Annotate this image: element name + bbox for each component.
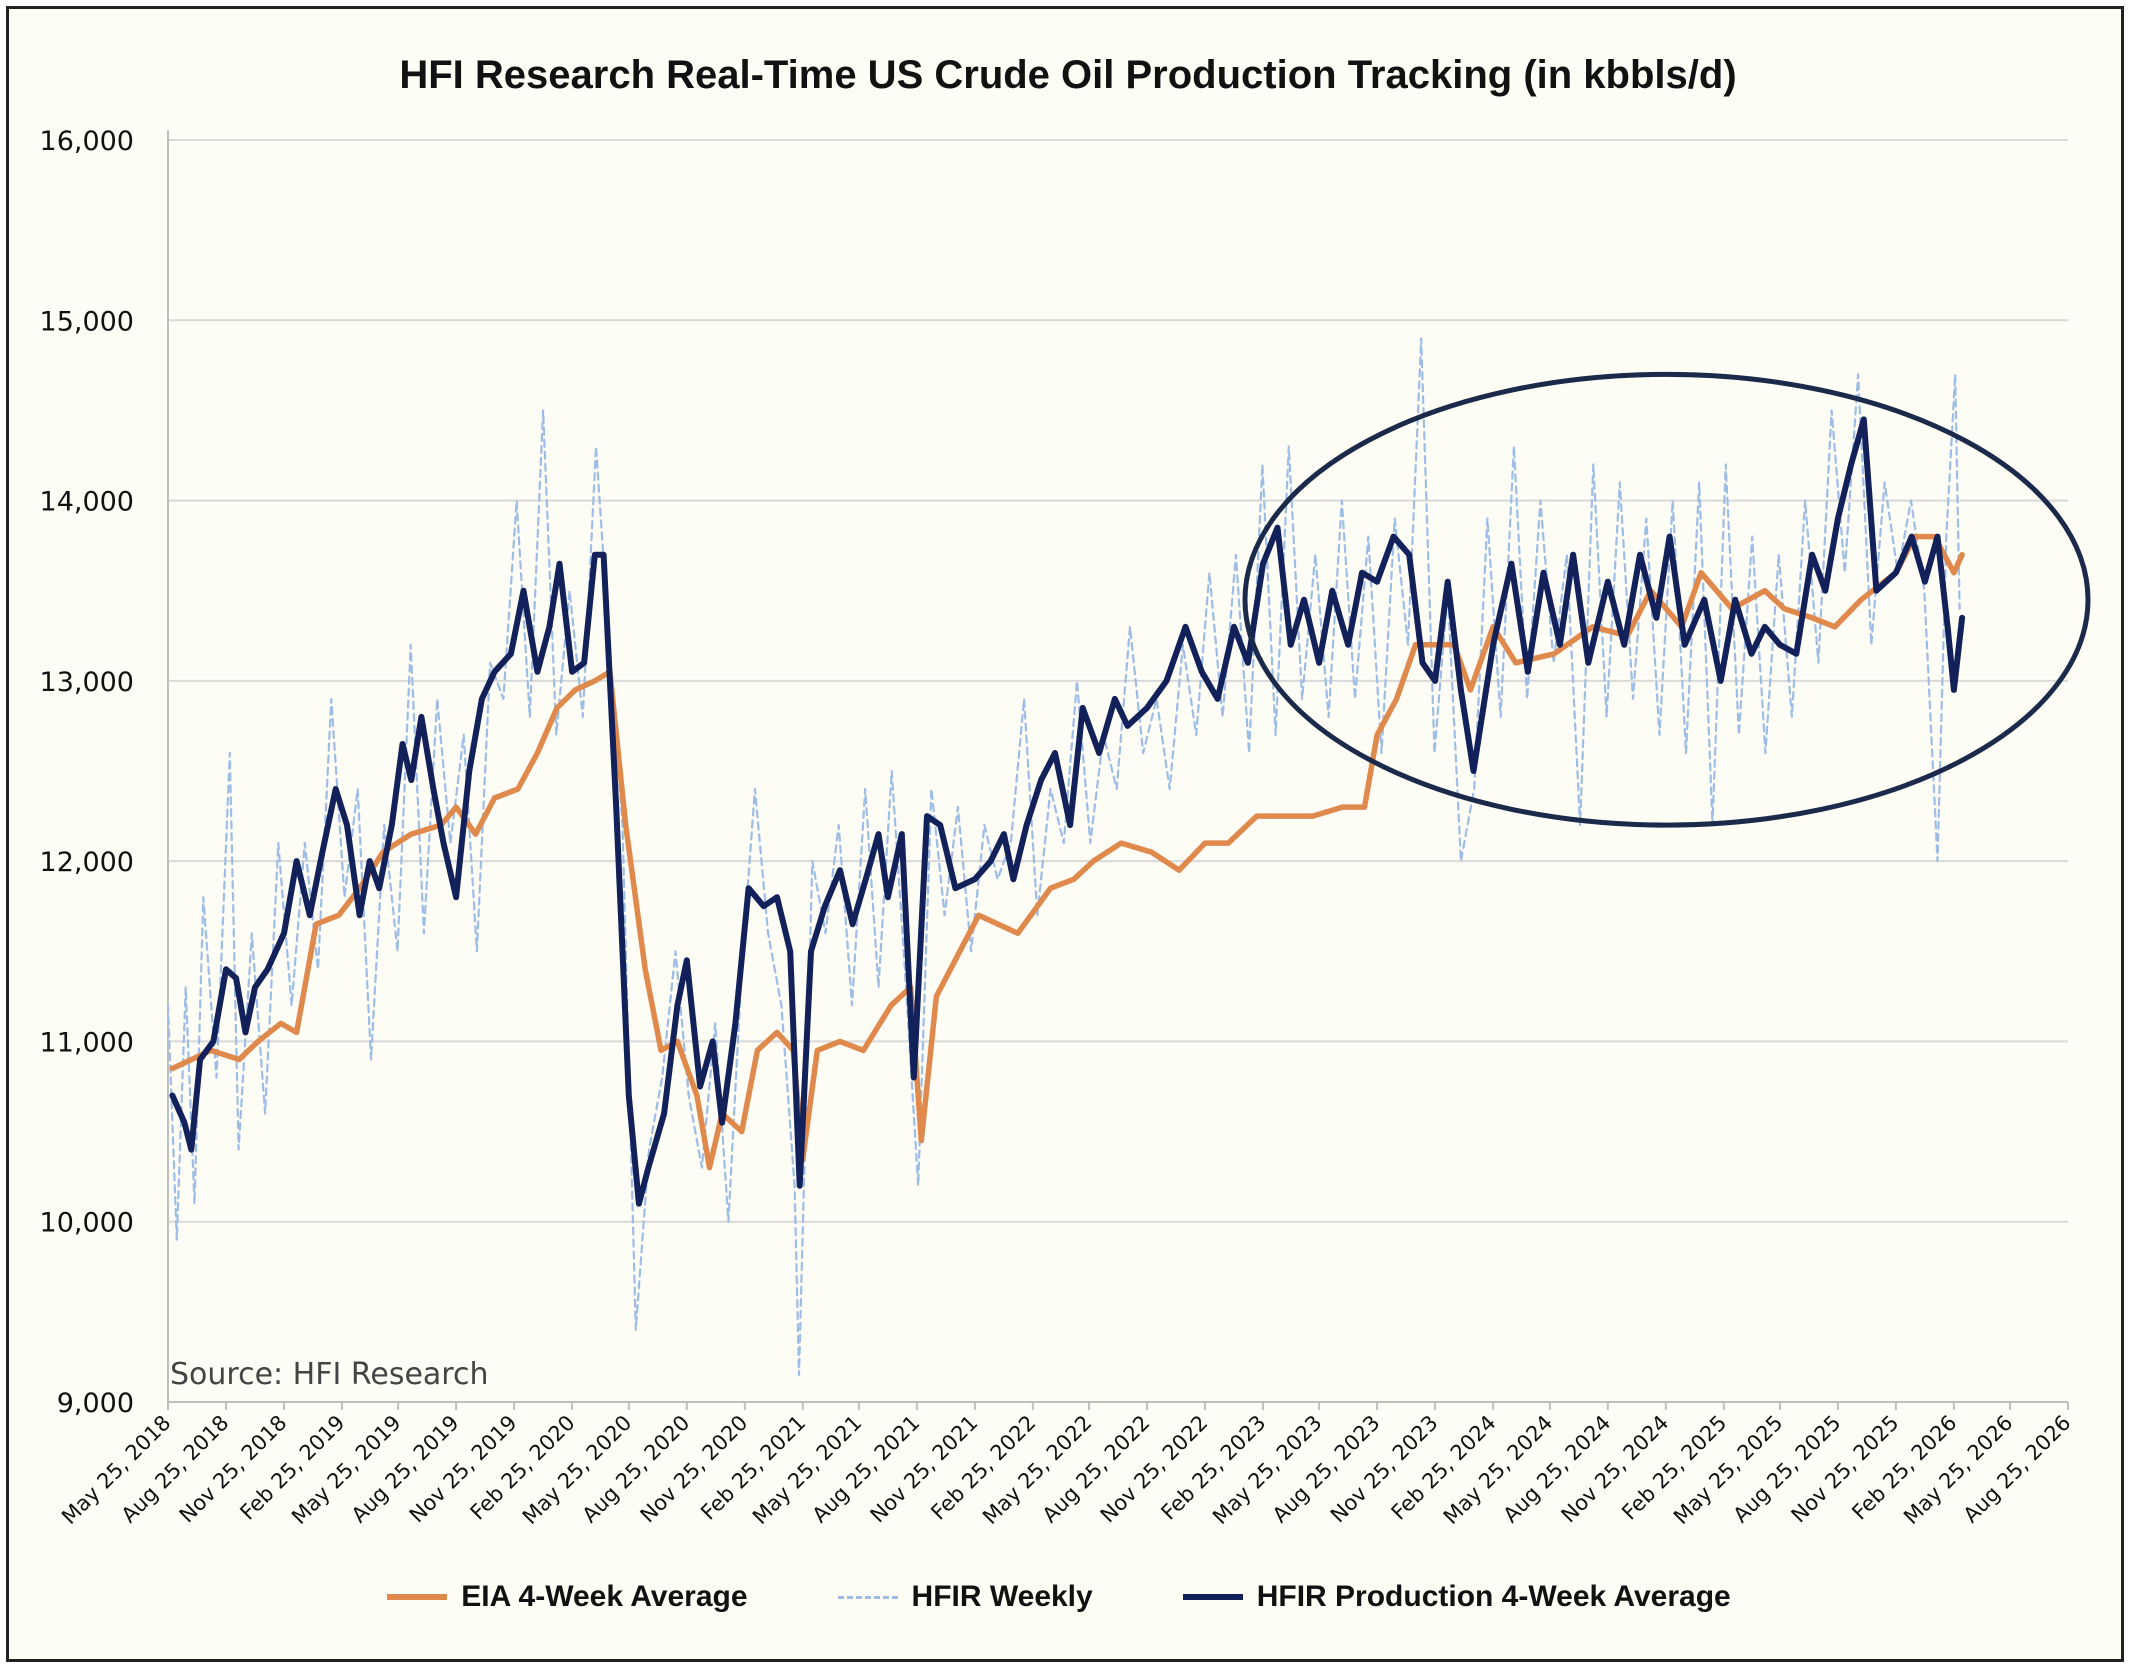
source-annotation: Source: HFI Research [170,1357,489,1392]
y-tick-label: 15,000 [40,306,134,337]
highlight-ellipse [1242,371,2091,828]
legend-label-eia: EIA 4-Week Average [461,1580,748,1613]
y-tick-label: 14,000 [40,487,134,518]
y-tick-label: 12,000 [40,847,134,878]
grid-lines [168,139,2068,1223]
series-line-hfir-4wk-avg [169,416,1966,1207]
series-line-hfir-weekly [166,337,1961,1377]
x-tick-label: Aug 25, 2026 [1959,1411,2076,1528]
legend-swatch-avg [1182,1594,1243,1600]
y-tick-label: 9,000 [57,1388,134,1419]
y-tick-label: 10,000 [40,1208,134,1239]
y-tick-label: 13,000 [40,667,134,698]
legend: EIA 4-Week Average HFIR Weekly HFIR Prod… [0,1580,2118,1614]
y-tick-label: 11,000 [40,1027,134,1058]
legend-item-eia: EIA 4-Week Average [387,1580,748,1614]
y-tick-label: 16,000 [40,126,134,157]
legend-label-avg: HFIR Production 4-Week Average [1256,1580,1731,1613]
legend-item-weekly: HFIR Weekly [837,1580,1093,1614]
series-layer [166,337,1966,1377]
y-axis: 16,000 15,000 14,000 13,000 12,000 11,000 10,0… [40,126,2068,1419]
legend-swatch-weekly [837,1595,898,1599]
chart-title: HFI Research Real-Time US Crude Oil Prod… [399,53,1737,97]
series-line-eia-4wk-avg [169,533,1965,1171]
legend-swatch-eia [387,1594,448,1600]
legend-label-weekly: HFIR Weekly [911,1580,1093,1613]
legend-item-avg: HFIR Production 4-Week Average [1182,1580,1731,1614]
